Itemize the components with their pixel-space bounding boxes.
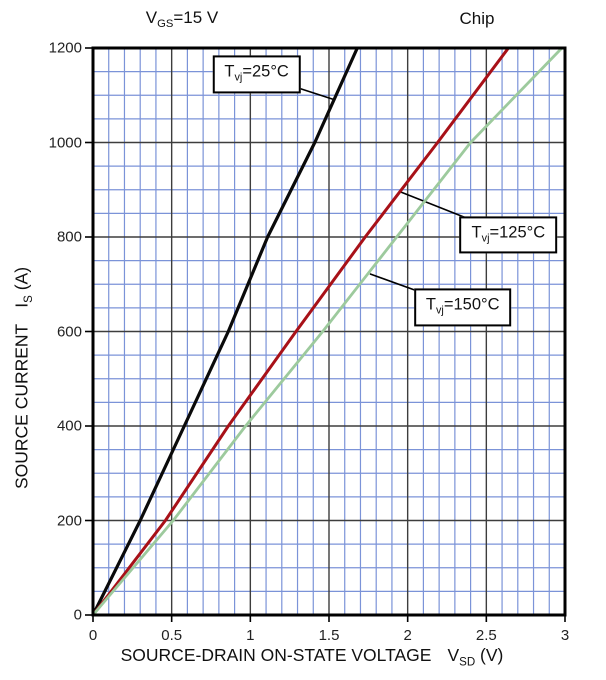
vgs-condition-label: VGS=15 V bbox=[146, 8, 218, 30]
vgs-value: =15 V bbox=[173, 7, 219, 27]
callout-tvj-125c: Tvj=125°C bbox=[459, 216, 558, 254]
x-tick-label: 1.5 bbox=[318, 627, 340, 644]
series-curve-0 bbox=[92, 47, 359, 616]
x-tick-label: 2 bbox=[403, 627, 412, 644]
x-symbol-letter: V bbox=[447, 645, 460, 665]
callout-150c-subscript: vj bbox=[435, 305, 444, 318]
y-tick-label: 0 bbox=[73, 606, 82, 624]
y-axis-unit: (A) bbox=[11, 266, 32, 291]
x-axis-title-text: SOURCE-DRAIN ON-STATE VOLTAGE bbox=[120, 645, 432, 665]
callout-tvj-25c: Tvj=25°C bbox=[212, 55, 301, 94]
y-tick-label: 800 bbox=[56, 228, 82, 246]
vgs-subscript: GS bbox=[157, 18, 174, 31]
callout-25c-subscript: vj bbox=[234, 72, 243, 85]
callout-tvj-150c: Tvj=150°C bbox=[413, 288, 512, 326]
x-tick-label: 0 bbox=[88, 627, 98, 644]
x-symbol-subscript: SD bbox=[459, 656, 476, 669]
x-tick-label: 3 bbox=[560, 627, 570, 644]
callout-125c-prefix: T bbox=[471, 223, 482, 242]
y-tick-label: 1200 bbox=[48, 39, 82, 57]
callout-25c-prefix: T bbox=[224, 62, 235, 81]
y-axis-title: SOURCE CURRENT IS (A) bbox=[11, 267, 35, 489]
x-axis-unit: (V) bbox=[480, 645, 504, 665]
callout-125c-subscript: vj bbox=[481, 232, 490, 245]
x-tick-label: 2.5 bbox=[475, 627, 497, 644]
x-axis-title: SOURCE-DRAIN ON-STATE VOLTAGE VSD (V) bbox=[121, 645, 504, 669]
x-tick-label: 0.5 bbox=[161, 627, 183, 644]
y-symbol-subscript: S bbox=[22, 295, 35, 303]
chip-label: Chip bbox=[459, 9, 495, 28]
callout-125c-value: =125°C bbox=[489, 223, 546, 242]
plot-border bbox=[91, 46, 567, 617]
y-axis-symbol: IS (A) bbox=[11, 266, 35, 308]
vgs-symbol: V bbox=[145, 7, 158, 27]
y-tick-label: 600 bbox=[56, 323, 82, 340]
y-tick-label: 1000 bbox=[48, 134, 82, 151]
y-tick-label: 400 bbox=[56, 417, 82, 435]
y-axis-title-text: SOURCE CURRENT bbox=[11, 323, 32, 490]
y-tick-label: 200 bbox=[56, 512, 82, 529]
x-axis-symbol: VSD (V) bbox=[447, 645, 504, 669]
series-curve-1 bbox=[92, 47, 510, 616]
callout-150c-prefix: T bbox=[425, 295, 436, 314]
y-symbol-letter: I bbox=[11, 302, 32, 308]
callout-25c-value: =25°C bbox=[242, 62, 289, 81]
callout-150c-value: =150°C bbox=[443, 295, 500, 314]
series-curve-2 bbox=[92, 47, 564, 616]
x-tick-label: 1 bbox=[246, 627, 255, 644]
